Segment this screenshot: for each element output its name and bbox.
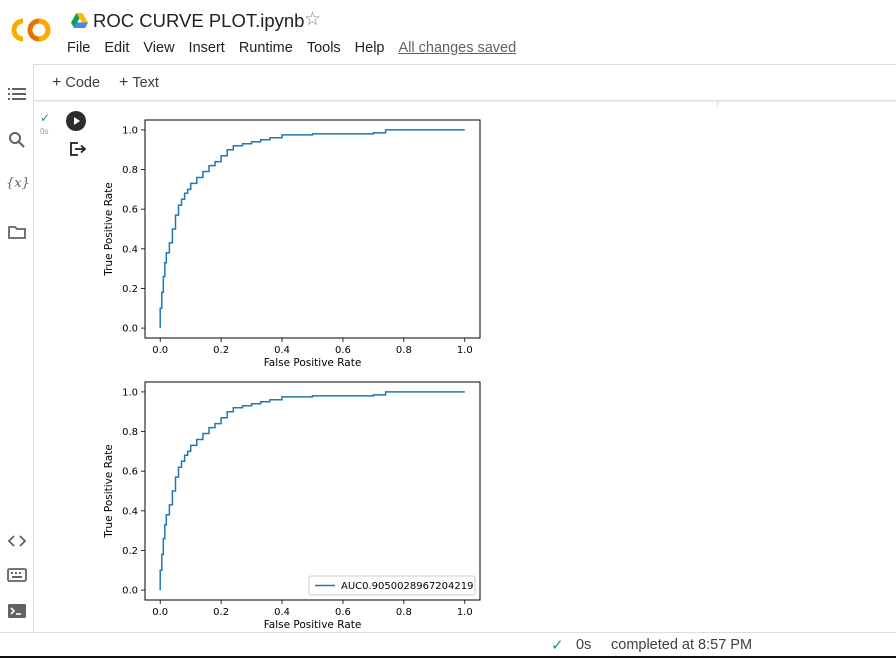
- add-text-button[interactable]: + Text: [119, 74, 159, 91]
- cell-exec-time: 0s: [40, 127, 49, 136]
- cell-success-check-icon: ✓: [40, 111, 51, 125]
- y-tick-label: 0.6: [122, 205, 138, 216]
- colab-logo[interactable]: [9, 16, 53, 44]
- x-tick-label: 0.8: [396, 607, 412, 618]
- x-tick-label: 0.0: [152, 345, 168, 356]
- x-tick-label: 0.2: [213, 345, 229, 356]
- menu-file[interactable]: File: [67, 40, 91, 56]
- menu-bar: File Edit View Insert Runtime Tools Help…: [67, 40, 530, 56]
- star-icon[interactable]: ☆: [304, 9, 322, 30]
- search-icon[interactable]: [7, 130, 27, 150]
- y-tick-label: 0.6: [122, 467, 138, 478]
- legend-box: [308, 575, 476, 596]
- y-tick-label: 0.4: [122, 506, 138, 517]
- y-axis-label: True Positive Rate: [103, 444, 115, 539]
- clear-output-icon[interactable]: [69, 141, 87, 157]
- y-tick-label: 0.4: [122, 244, 138, 255]
- roc-plot-2: 0.0 0.2 0.4 0.6 0.8 1.0 0.0 0.2 0.4 0.6 0.8 1.0 Fals…: [103, 381, 481, 631]
- x-tick-label: 0.4: [274, 607, 290, 618]
- x-tick-label: 1.0: [457, 607, 473, 618]
- notebook-toolbar: + Code + Text: [34, 64, 896, 101]
- save-status-link[interactable]: All changes saved: [398, 40, 517, 56]
- x-tick-label: 0.6: [335, 607, 351, 618]
- google-drive-icon[interactable]: [71, 13, 88, 28]
- x-tick-label: 0.4: [274, 345, 290, 356]
- add-code-button[interactable]: + Code: [52, 74, 101, 91]
- y-axis-label: True Positive Rate: [103, 182, 115, 277]
- menu-runtime[interactable]: Runtime: [238, 40, 293, 56]
- x-tick-label: 0.6: [335, 345, 351, 356]
- roc-plot-1: 0.0 0.2 0.4 0.6 0.8 1.0 0.0 0.2 0.4 0.6 0.8 1.0 Fals…: [103, 119, 481, 369]
- y-tick-label: 0.8: [122, 427, 138, 438]
- plot-frame: [144, 381, 481, 601]
- y-tick-label: 1.0: [122, 387, 138, 398]
- status-bar: ✓ 0s completed at 8:57 PM: [0, 632, 896, 658]
- plus-icon: +: [119, 74, 129, 91]
- x-tick-label: 1.0: [457, 345, 473, 356]
- command-palette-icon[interactable]: [7, 565, 27, 585]
- roc-curve-line: [159, 391, 465, 591]
- menu-tools[interactable]: Tools: [306, 40, 341, 56]
- y-tick-label: 0.0: [122, 324, 138, 335]
- x-axis-label: False Positive Rate: [264, 357, 362, 369]
- status-message[interactable]: completed at 8:57 PM: [611, 637, 753, 653]
- terminal-icon[interactable]: [7, 601, 27, 621]
- menu-help[interactable]: Help: [354, 40, 385, 56]
- x-axis-label: False Positive Rate: [264, 619, 362, 631]
- menu-edit[interactable]: Edit: [104, 40, 130, 56]
- y-tick-label: 0.2: [122, 546, 138, 557]
- table-of-contents-icon[interactable]: [7, 84, 27, 104]
- plus-icon: +: [52, 74, 62, 91]
- y-tick-label: 0.0: [122, 586, 138, 597]
- files-icon[interactable]: [7, 222, 27, 242]
- x-tick-label: 0.8: [396, 345, 412, 356]
- variables-icon[interactable]: {x}: [6, 176, 30, 191]
- y-tick-label: 0.2: [122, 284, 138, 295]
- notebook-title[interactable]: ROC CURVE PLOT.ipynb: [93, 10, 305, 31]
- y-tick-label: 0.8: [122, 165, 138, 176]
- run-cell-button[interactable]: [66, 111, 86, 131]
- bottom-border: [0, 656, 896, 658]
- legend-label: AUC0.9050028967204219: [341, 581, 473, 592]
- toolbar-divider: [717, 101, 718, 107]
- status-check-icon: ✓: [551, 637, 564, 654]
- menu-insert[interactable]: Insert: [188, 40, 225, 56]
- plot-frame: [144, 119, 481, 339]
- y-tick-label: 1.0: [122, 125, 138, 136]
- x-tick-label: 0.2: [213, 607, 229, 618]
- roc-curve-line: [159, 129, 465, 329]
- status-duration: 0s: [576, 637, 592, 653]
- code-snippets-icon[interactable]: [7, 531, 27, 551]
- x-tick-label: 0.0: [152, 607, 168, 618]
- header: ROC CURVE PLOT.ipynb ☆ File Edit View In…: [0, 0, 896, 64]
- menu-view[interactable]: View: [143, 40, 175, 56]
- left-sidebar: {x}: [0, 64, 34, 632]
